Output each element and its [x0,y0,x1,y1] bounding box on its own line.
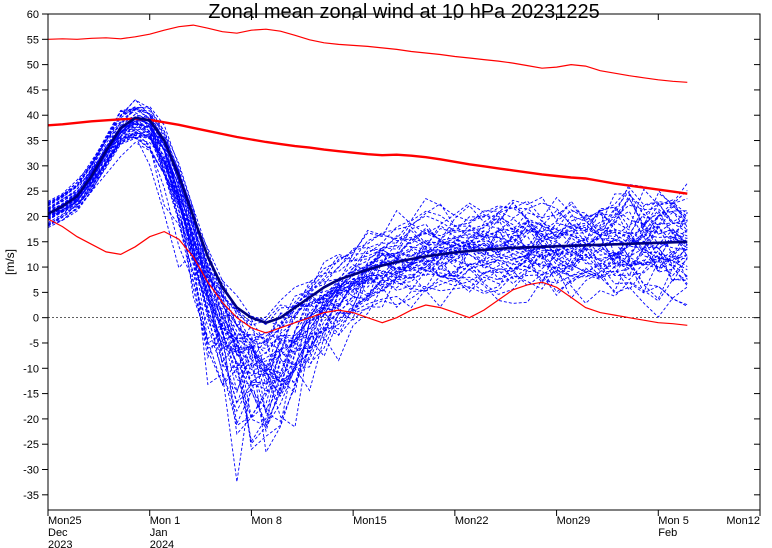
y-tick-label: 60 [27,9,39,21]
y-tick-label: 0 [33,313,39,325]
y-tick-label: -15 [23,389,39,401]
x-tick-label-month: Dec [48,527,68,539]
y-tick-label: 40 [27,110,39,122]
x-tick-label: Mon12 [726,515,760,527]
y-tick-label: -30 [23,465,39,477]
y-tick-label: 35 [27,136,39,148]
y-tick-label: 15 [27,237,39,249]
y-tick-label: -25 [23,439,39,451]
x-tick-label: Mon 5 [658,515,689,527]
y-tick-label: 55 [27,34,39,46]
y-tick-label: 25 [27,186,39,198]
chart-title: Zonal mean zonal wind at 10 hPa 20231225 [208,1,599,23]
y-tick-label: 5 [33,287,39,299]
y-tick-label: 45 [27,85,39,97]
y-tick-label: 20 [27,211,39,223]
y-tick-label: 50 [27,60,39,72]
y-tick-label: -10 [23,363,39,375]
y-tick-label: 10 [27,262,39,274]
x-tick-label-year: 2023 [48,539,72,548]
x-tick-label: Mon25 [48,515,82,527]
x-tick-label: Mon 8 [251,515,282,527]
y-tick-label: -20 [23,414,39,426]
y-axis-label: [m/s] [3,249,17,275]
x-tick-label-year: 2024 [150,539,174,548]
x-tick-label: Mon22 [455,515,489,527]
y-tick-label: 30 [27,161,39,173]
y-tick-label: -35 [23,490,39,502]
x-tick-label-month: Jan [150,527,168,539]
y-tick-label: -5 [29,338,39,350]
x-tick-label: Mon15 [353,515,387,527]
x-tick-label-month: Feb [658,527,677,539]
x-tick-label: Mon 1 [150,515,181,527]
x-tick-label: Mon29 [557,515,591,527]
